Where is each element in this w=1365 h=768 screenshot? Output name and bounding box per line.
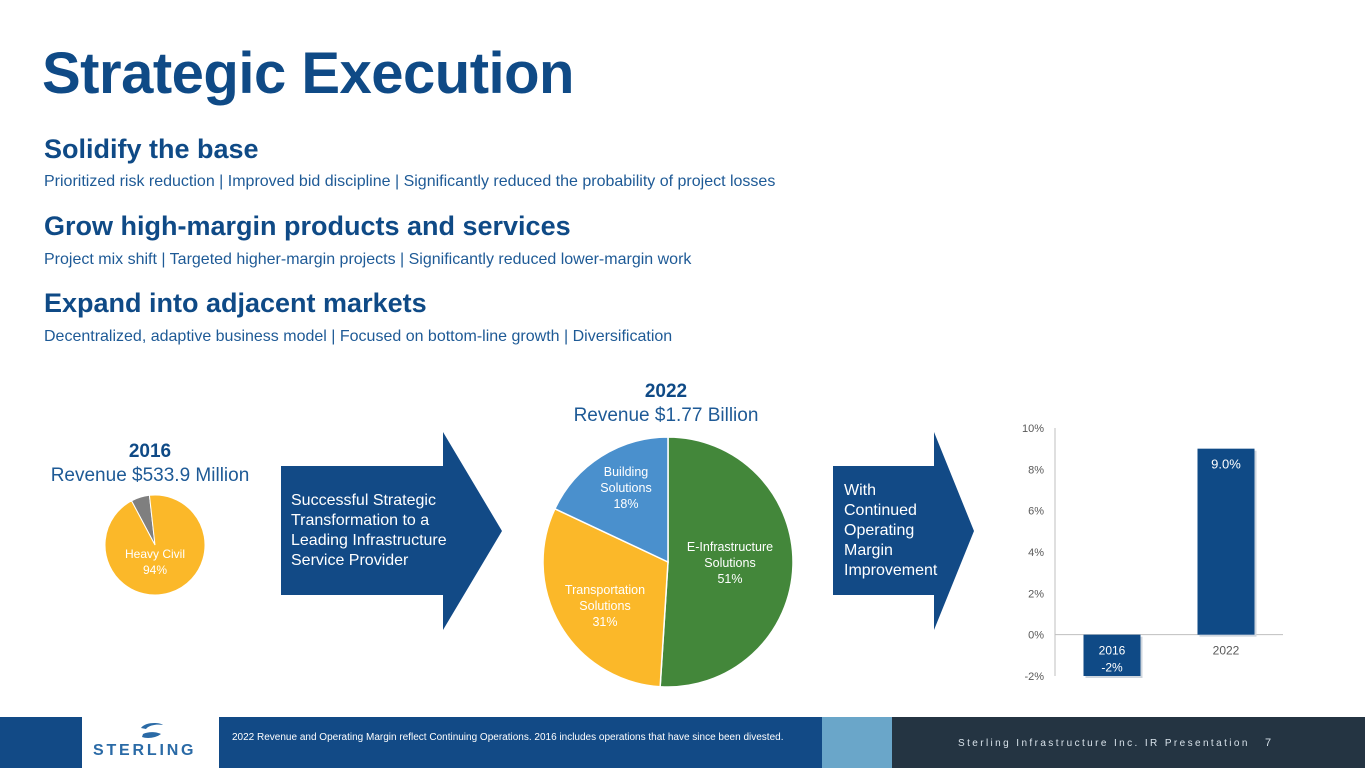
footer-note-band bbox=[219, 717, 822, 768]
arrow1-line: Successful Strategic bbox=[291, 492, 436, 509]
arrow-transformation-text: Successful Strategic Transformation to a… bbox=[291, 491, 447, 571]
bar-y-tick-label: 8% bbox=[1028, 464, 1044, 476]
bar-y-tick-label: 4% bbox=[1028, 547, 1044, 559]
bar-y-tick-label: 6% bbox=[1028, 506, 1044, 518]
sterling-logo-text: STERLING bbox=[93, 742, 197, 759]
section-heading-expand: Expand into adjacent markets bbox=[44, 288, 427, 318]
footer-note: 2022 Revenue and Operating Margin reflec… bbox=[232, 732, 784, 743]
pie-slice-e-infrastructure-solutions bbox=[659, 436, 794, 688]
page-title: Strategic Execution bbox=[42, 41, 574, 106]
sterling-logo-mark-icon bbox=[141, 723, 163, 738]
arrow1-line: Service Provider bbox=[291, 552, 409, 569]
arrow-margin-improvement bbox=[833, 432, 974, 630]
bar-2022 bbox=[1197, 448, 1255, 635]
pie-2016-chart: Heavy Civil 94% bbox=[104, 494, 206, 596]
bar-value-label: -2% bbox=[1101, 661, 1123, 675]
bar-value-label: 9.0% bbox=[1211, 457, 1241, 472]
pie2022-label-transportation: Transportation Solutions 31% bbox=[565, 583, 645, 629]
arrow1-line: Leading Infrastructure bbox=[291, 532, 447, 549]
section-text-expand: Decentralized, adaptive business model |… bbox=[44, 328, 673, 345]
pie-2022-chart: E-Infrastructure Solutions 51% Transportati… bbox=[542, 436, 794, 688]
bar-2016 bbox=[1083, 634, 1141, 676]
section-heading-grow: Grow high-margin products and services bbox=[44, 211, 571, 241]
pie2016-year: 2016 bbox=[128, 441, 172, 462]
arrow2-line: Margin bbox=[844, 542, 893, 559]
pie2016-slice-heavy-civil bbox=[104, 494, 206, 596]
pie2016-label: Heavy Civil 94% bbox=[125, 547, 185, 577]
footer-company: Sterling Infrastructure Inc. IR Presenta… bbox=[958, 738, 1250, 749]
pie2022-label-building: Building Solutions 18% bbox=[600, 465, 651, 511]
footer-accent-band bbox=[822, 717, 892, 768]
arrow-margin-text: With Continued Operating Margin Improvem… bbox=[844, 481, 937, 581]
footer: STERLING 2022 Revenue and Operating Marg… bbox=[0, 717, 1365, 768]
arrow2-line: Improvement bbox=[844, 562, 938, 579]
bar-y-tick-label: 2% bbox=[1028, 588, 1044, 600]
bar-y-tick-label: -2% bbox=[1024, 671, 1044, 683]
bar-y-tick-label: 10% bbox=[1022, 423, 1044, 435]
bar-category-label: 2016 bbox=[1099, 644, 1126, 658]
pie2022-year: 2022 bbox=[644, 381, 688, 402]
section-heading-solidify: Solidify the base bbox=[44, 134, 259, 164]
sterling-logo bbox=[82, 717, 219, 768]
arrow-transformation bbox=[281, 432, 502, 630]
arrow2-line: Continued bbox=[844, 502, 917, 519]
bar-y-tick-label: 0% bbox=[1028, 630, 1044, 642]
pie2022-revenue: Revenue $1.77 Billion bbox=[573, 405, 759, 426]
pie2022-label-e-infrastructure: E-Infrastructure Solutions 51% bbox=[687, 540, 773, 586]
page-number: 7 bbox=[1265, 737, 1272, 749]
pie-slice-building-solutions bbox=[553, 436, 669, 564]
footer-left-band bbox=[0, 717, 82, 768]
pie2016-revenue: Revenue $533.9 Million bbox=[50, 465, 250, 486]
section-text-grow: Project mix shift | Targeted higher-marg… bbox=[44, 251, 692, 268]
footer-company-band bbox=[892, 717, 1365, 768]
bar-category-label: 2022 bbox=[1213, 644, 1240, 658]
pie-slice-transportation-solutions bbox=[542, 507, 669, 688]
operating-margin-bar-chart: -2% 0% 2% 4% 6% 8% 10% 2016 -2% 9.0% 2022 bbox=[1022, 423, 1283, 683]
arrow1-line: Transformation to a bbox=[291, 512, 430, 529]
arrow2-line: With bbox=[844, 482, 876, 499]
arrow2-line: Operating bbox=[844, 522, 915, 539]
section-text-solidify: Prioritized risk reduction | Improved bi… bbox=[44, 173, 776, 190]
